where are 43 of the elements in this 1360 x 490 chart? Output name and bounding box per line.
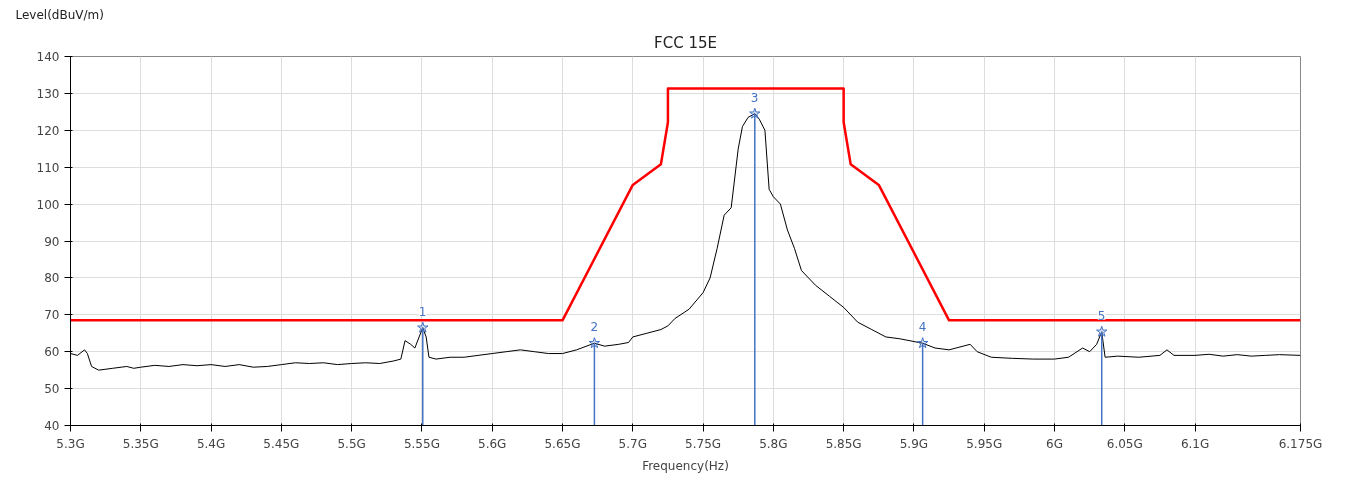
x-tick-label: 5.9G: [899, 436, 929, 451]
y-tick-label: 90: [44, 234, 60, 249]
x-tick-label: 5.35G: [122, 436, 159, 451]
y-tick-label: 60: [44, 345, 60, 360]
chart-title: FCC 15E: [654, 33, 717, 52]
x-axis-title: Frequency(Hz): [642, 458, 729, 473]
x-tick-label: 5.8G: [759, 436, 788, 451]
x-tick-label: 5.6G: [478, 436, 507, 451]
y-tick-label: 120: [36, 123, 60, 138]
annotation: 3: [750, 90, 759, 105]
y-tick-label: 40: [44, 419, 60, 433]
x-tick-label: 6G: [1046, 436, 1063, 451]
x-tick-label: 5.45G: [263, 436, 300, 451]
point: [749, 107, 761, 119]
y-tick-label: 130: [36, 86, 60, 101]
x-tick-label: 6.1G: [1180, 436, 1210, 451]
point: [588, 337, 601, 349]
y-tick-label: 140: [36, 50, 60, 64]
y-tick-label: 80: [44, 271, 60, 286]
x-tick-label: 5.3G: [56, 436, 85, 451]
x-tick-label: 5.75G: [685, 436, 722, 451]
annotation: 5: [1097, 308, 1106, 323]
x-tick-label: 5.5G: [337, 436, 366, 451]
y-axis-title: Level(dBuV/m): [15, 7, 104, 22]
x-tick-label: 5.55G: [403, 436, 440, 451]
y-tick-label: 100: [36, 197, 60, 212]
y-tick-label: 70: [44, 308, 60, 323]
point: [417, 321, 429, 333]
x-tick-label: 5.95G: [966, 436, 1003, 451]
annotation: 2: [590, 320, 599, 335]
x-tick-label: 6.175G: [1278, 436, 1323, 451]
point: [1096, 325, 1108, 337]
x-tick-label: 5.65G: [544, 436, 581, 451]
y-tick-label: 110: [36, 160, 60, 175]
x-tick-label: 5.85G: [825, 436, 862, 451]
annotation: 4: [918, 320, 927, 335]
x-tick-label: 6.05G: [1106, 436, 1143, 451]
x-tick-label: 5.4G: [196, 436, 226, 451]
point: [916, 337, 929, 349]
annotation: 1: [418, 304, 427, 319]
line-series: [70, 87, 1301, 322]
y-tick-label: 50: [44, 382, 60, 397]
x-tick-label: 5.7G: [618, 436, 647, 451]
